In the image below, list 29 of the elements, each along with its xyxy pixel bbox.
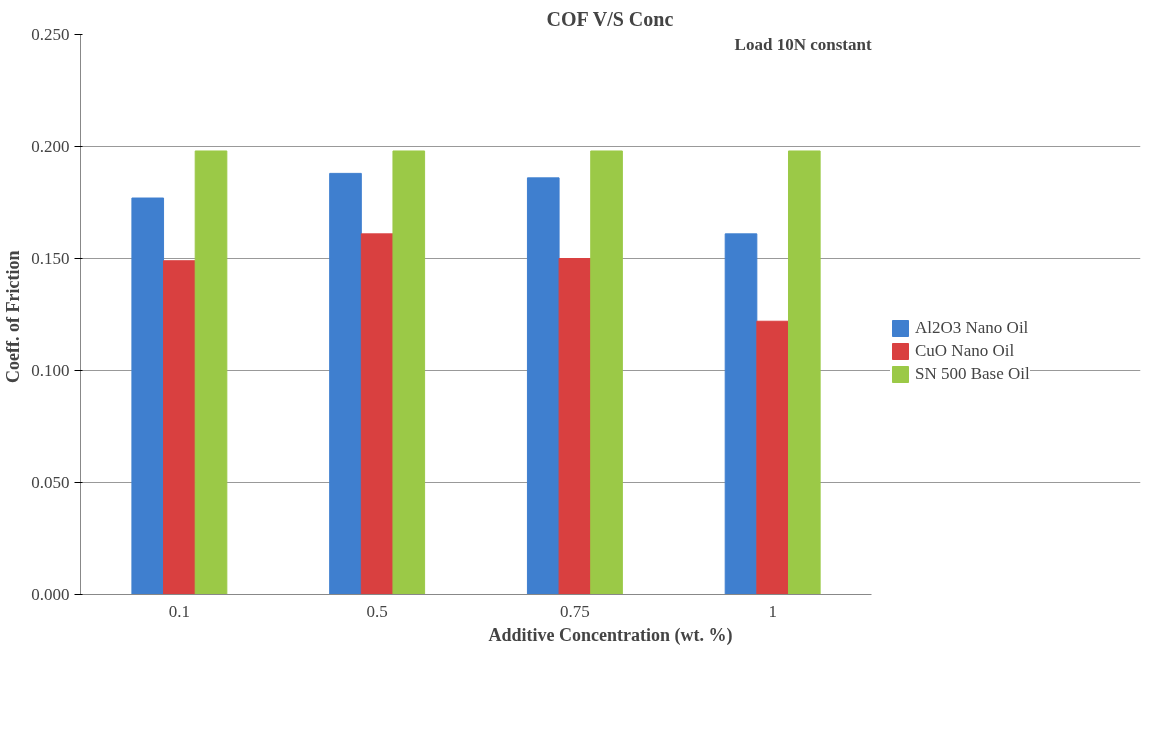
y-tick-label: 0.050 bbox=[31, 473, 70, 492]
legend-label: Al2O3 Nano Oil bbox=[915, 318, 1029, 338]
bar bbox=[392, 150, 426, 595]
legend-label: CuO Nano Oil bbox=[915, 341, 1015, 361]
x-axis-title: Additive Concentration (wt. %) bbox=[488, 624, 733, 646]
bar bbox=[163, 260, 196, 595]
bar bbox=[558, 258, 592, 595]
bar bbox=[131, 197, 165, 595]
x-tick-label: 0.75 bbox=[560, 601, 590, 621]
y-tick-label: 0.000 bbox=[31, 585, 70, 604]
bar bbox=[787, 150, 821, 595]
bar bbox=[590, 150, 623, 595]
chart-title: COF V/S Conc bbox=[546, 7, 674, 30]
x-tick-label: 0.5 bbox=[366, 601, 388, 621]
bar bbox=[724, 233, 758, 595]
annotation: Load 10N constant bbox=[734, 34, 872, 54]
bar bbox=[194, 150, 228, 595]
y-tick-label: 0.250 bbox=[31, 25, 70, 44]
y-axis-title: Coeff. of Friction bbox=[3, 250, 24, 383]
y-tick-label: 0.100 bbox=[31, 361, 70, 380]
x-tick-label: 1 bbox=[768, 601, 777, 621]
y-tick-label: 0.150 bbox=[31, 249, 70, 268]
y-tick-label: 0.200 bbox=[31, 137, 70, 156]
legend-label: SN 500 Base Oil bbox=[915, 364, 1030, 384]
bar bbox=[329, 172, 362, 595]
bar bbox=[756, 320, 789, 595]
x-tick-label: 0.1 bbox=[168, 601, 191, 621]
bar bbox=[526, 177, 560, 595]
bar bbox=[360, 233, 394, 595]
